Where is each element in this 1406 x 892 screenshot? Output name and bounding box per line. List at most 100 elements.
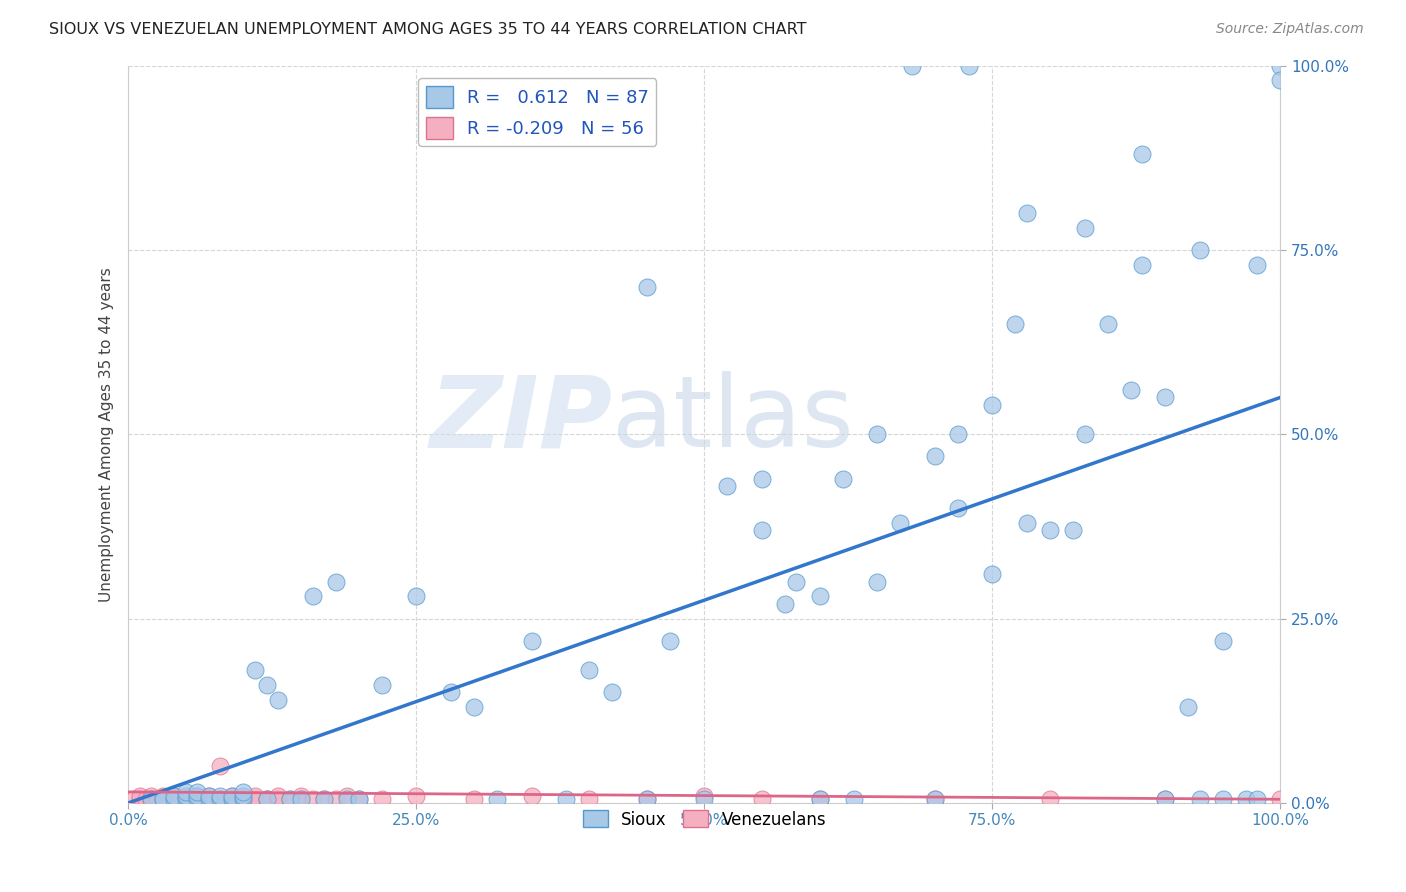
Point (221, 789, 243, 803)
Point (808, 792, 831, 806)
Point (336, 792, 359, 806)
Point (301, 590, 323, 604)
Point (256, 792, 278, 806)
Point (347, 792, 370, 806)
Point (751, 471, 773, 485)
Point (1130, 258, 1153, 272)
Point (209, 792, 232, 806)
Point (256, 792, 278, 806)
Point (141, 792, 163, 806)
Point (981, 567, 1004, 582)
Point (325, 574, 347, 589)
Point (405, 789, 427, 803)
Point (290, 789, 312, 803)
Point (370, 792, 392, 806)
Point (751, 792, 773, 806)
Point (186, 789, 208, 803)
Point (693, 789, 716, 803)
Point (186, 792, 208, 806)
Point (636, 792, 658, 806)
Point (1015, 206, 1038, 220)
Point (1270, 73, 1292, 87)
Point (1177, 700, 1199, 714)
Point (232, 792, 254, 806)
Point (122, 792, 145, 806)
Point (555, 792, 578, 806)
Point (520, 633, 543, 648)
Point (325, 792, 347, 806)
Text: SIOUX VS VENEZUELAN UNEMPLOYMENT AMONG AGES 35 TO 44 YEARS CORRELATION CHART: SIOUX VS VENEZUELAN UNEMPLOYMENT AMONG A… (49, 22, 807, 37)
Point (1270, 59, 1292, 73)
Point (186, 792, 208, 806)
Point (232, 789, 254, 803)
Point (290, 792, 312, 806)
Point (578, 792, 600, 806)
Point (1246, 258, 1268, 272)
Point (152, 792, 174, 806)
Point (658, 633, 681, 648)
Point (485, 792, 508, 806)
Point (1212, 792, 1234, 806)
Point (1039, 792, 1062, 806)
Point (174, 792, 197, 806)
Point (209, 789, 232, 803)
Point (152, 789, 174, 803)
Point (146, 792, 169, 806)
Point (578, 663, 600, 677)
Point (221, 792, 243, 806)
Legend: Sioux, Venezuelans: Sioux, Venezuelans (576, 804, 832, 835)
Point (463, 700, 485, 714)
Point (128, 789, 150, 803)
Point (198, 792, 221, 806)
Point (946, 501, 969, 516)
Point (981, 398, 1004, 412)
Point (636, 280, 658, 294)
Point (232, 792, 254, 806)
Point (198, 789, 221, 803)
Point (1212, 633, 1234, 648)
Point (773, 597, 796, 611)
Point (900, 59, 922, 73)
Point (924, 792, 946, 806)
Point (141, 789, 163, 803)
Point (209, 792, 232, 806)
Point (314, 792, 336, 806)
Point (186, 789, 208, 803)
Point (198, 792, 221, 806)
Point (1154, 391, 1177, 405)
Point (232, 785, 254, 799)
Point (174, 792, 197, 806)
Point (336, 789, 359, 803)
Point (256, 678, 278, 692)
Point (152, 792, 174, 806)
Point (1154, 792, 1177, 806)
Point (243, 792, 266, 806)
Point (785, 574, 807, 589)
Point (186, 785, 208, 799)
Point (278, 792, 301, 806)
Point (1097, 317, 1119, 331)
Point (278, 792, 301, 806)
Point (440, 685, 463, 699)
Point (520, 789, 543, 803)
Point (1154, 792, 1177, 806)
Point (1188, 243, 1211, 257)
Text: atlas: atlas (612, 371, 853, 468)
Point (152, 792, 174, 806)
Y-axis label: Unemployment Among Ages 35 to 44 years: Unemployment Among Ages 35 to 44 years (100, 267, 114, 601)
Point (831, 471, 853, 485)
Point (751, 523, 773, 537)
Point (1039, 523, 1062, 537)
Point (267, 789, 290, 803)
Point (1130, 147, 1153, 161)
Point (174, 789, 197, 803)
Point (957, 59, 980, 73)
Point (198, 789, 221, 803)
Point (866, 574, 889, 589)
Point (290, 792, 312, 806)
Point (370, 678, 392, 692)
Point (889, 516, 911, 530)
Point (174, 785, 197, 799)
Point (174, 792, 197, 806)
Point (152, 792, 174, 806)
